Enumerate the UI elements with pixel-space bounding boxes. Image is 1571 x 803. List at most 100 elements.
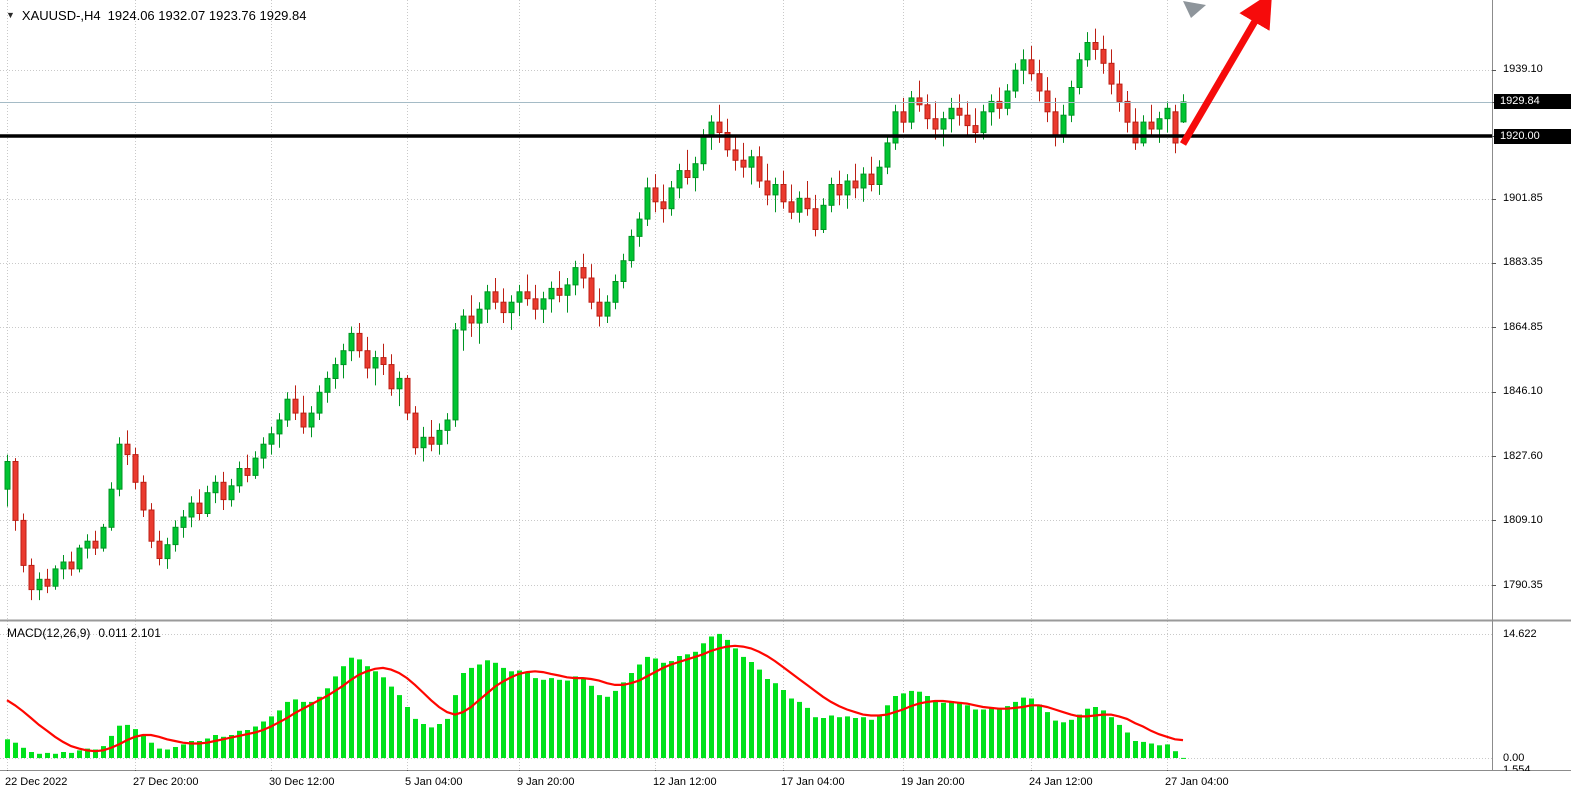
macd-histogram-bar <box>749 662 754 758</box>
candle-body <box>796 197 803 213</box>
candle-body <box>388 364 395 390</box>
macd-histogram-bar <box>981 709 986 758</box>
time-axis[interactable]: 22 Dec 2022 27 Dec 20:00 30 Dec 12:00 5 Jan… <box>0 771 1571 803</box>
price-axis-label: 1939.10 <box>1503 63 1543 76</box>
candle-body <box>708 121 715 137</box>
macd-histogram-bar <box>645 656 650 758</box>
candle-body <box>660 201 667 210</box>
candle-body <box>620 260 627 283</box>
price-axis-label: 1901.85 <box>1503 192 1543 205</box>
candle-body <box>732 149 739 161</box>
candle-body <box>20 519 27 566</box>
macd-histogram-bar <box>125 724 130 758</box>
candle-body <box>508 301 515 314</box>
candle-body <box>860 173 867 189</box>
candle-body <box>180 516 187 528</box>
candle-body <box>356 332 363 352</box>
candle-body <box>260 443 267 459</box>
macd-histogram-bar <box>549 678 554 758</box>
candle-body <box>764 180 771 196</box>
macd-histogram-bar <box>445 718 450 758</box>
macd-histogram-bar <box>717 633 722 758</box>
macd-histogram-bar <box>1149 743 1154 758</box>
macd-histogram-bar <box>885 705 890 758</box>
candle-body <box>516 291 523 303</box>
macd-histogram-bar <box>221 736 226 759</box>
macd-histogram-bar <box>925 696 930 758</box>
macd-histogram-bar <box>533 678 538 758</box>
candle-body <box>612 281 619 303</box>
macd-histogram-bar <box>205 738 210 758</box>
candle-body <box>164 544 171 560</box>
macd-histogram-bar <box>93 749 98 758</box>
macd-histogram-bar <box>141 735 146 758</box>
macd-histogram-bar <box>1173 751 1178 758</box>
candle-body <box>308 412 315 428</box>
macd-histogram-bar <box>165 749 170 758</box>
macd-histogram-bar <box>453 695 458 758</box>
macd-histogram-bar <box>733 648 738 758</box>
macd-histogram-bar <box>581 678 586 758</box>
indicator-axis[interactable]: 14.622 0.00 1.554 <box>1494 620 1571 776</box>
candle-body <box>532 298 539 310</box>
candle-body <box>1084 42 1091 61</box>
indicator-label-bar: MACD(12,26,9) 0.011 2.101 <box>7 626 161 640</box>
candle-body <box>1116 83 1123 102</box>
cursor-marker <box>1183 1 1206 18</box>
time-axis-label: 19 Jan 20:00 <box>901 776 965 788</box>
symbol-dropdown-icon[interactable]: ▼ <box>6 10 15 20</box>
candle-body <box>500 301 507 314</box>
candle-body <box>676 170 683 189</box>
macd-histogram-bar <box>1053 720 1058 758</box>
candle-body <box>852 180 859 189</box>
candle-body <box>996 100 1003 109</box>
macd-histogram-bar <box>69 752 74 758</box>
candle-body <box>1132 121 1139 144</box>
macd-histogram-bar <box>1029 698 1034 758</box>
candle-body <box>28 564 35 591</box>
candle-body <box>900 111 907 123</box>
macd-histogram-bar <box>157 748 162 758</box>
candle-body <box>596 301 603 317</box>
candle-body <box>484 291 491 310</box>
macd-histogram-bar <box>389 686 394 758</box>
macd-histogram-bar <box>117 725 122 758</box>
macd-histogram-bar <box>1141 741 1146 758</box>
candle-body <box>628 235 635 262</box>
price-axis[interactable]: 1939.10 1929.84 1920.00 1901.85 1883.35 1864.… <box>1494 0 1571 770</box>
candle-body <box>92 540 99 549</box>
macd-histogram-bar <box>557 679 562 758</box>
candle-body <box>452 329 459 421</box>
ohlc-values: 1924.06 1932.07 1923.76 1929.84 <box>107 8 307 23</box>
candle-body <box>540 298 547 310</box>
candle-body <box>1156 118 1163 130</box>
macd-histogram-bar <box>1061 722 1066 758</box>
macd-histogram-bar <box>1125 732 1130 758</box>
candle-body <box>772 184 779 196</box>
macd-histogram-bar <box>741 656 746 758</box>
candle-body <box>1172 111 1179 144</box>
macd-signal-line <box>6 644 1184 753</box>
macd-histogram-bar <box>325 688 330 758</box>
macd-histogram-bar <box>1069 719 1074 759</box>
macd-histogram-bar <box>349 657 354 758</box>
price-axis-label: 1883.35 <box>1503 256 1543 269</box>
macd-histogram-bar <box>21 747 26 758</box>
candle-body <box>44 578 51 587</box>
macd-histogram-bar <box>173 747 178 758</box>
macd-histogram-bar <box>789 698 794 758</box>
macd-histogram-bar <box>1013 701 1018 758</box>
macd-histogram-bar <box>797 701 802 758</box>
trend-arrow[interactable] <box>1179 0 1273 146</box>
candle-body <box>76 547 83 570</box>
candle-body <box>220 481 227 501</box>
macd-histogram-bar <box>669 661 674 758</box>
candle-body <box>348 332 355 352</box>
candle-body <box>204 492 211 515</box>
candle-body <box>36 578 43 591</box>
candle-body <box>324 377 331 393</box>
candle-body <box>468 315 475 324</box>
candle-body <box>252 457 259 476</box>
macd-histogram-bar <box>821 718 826 758</box>
